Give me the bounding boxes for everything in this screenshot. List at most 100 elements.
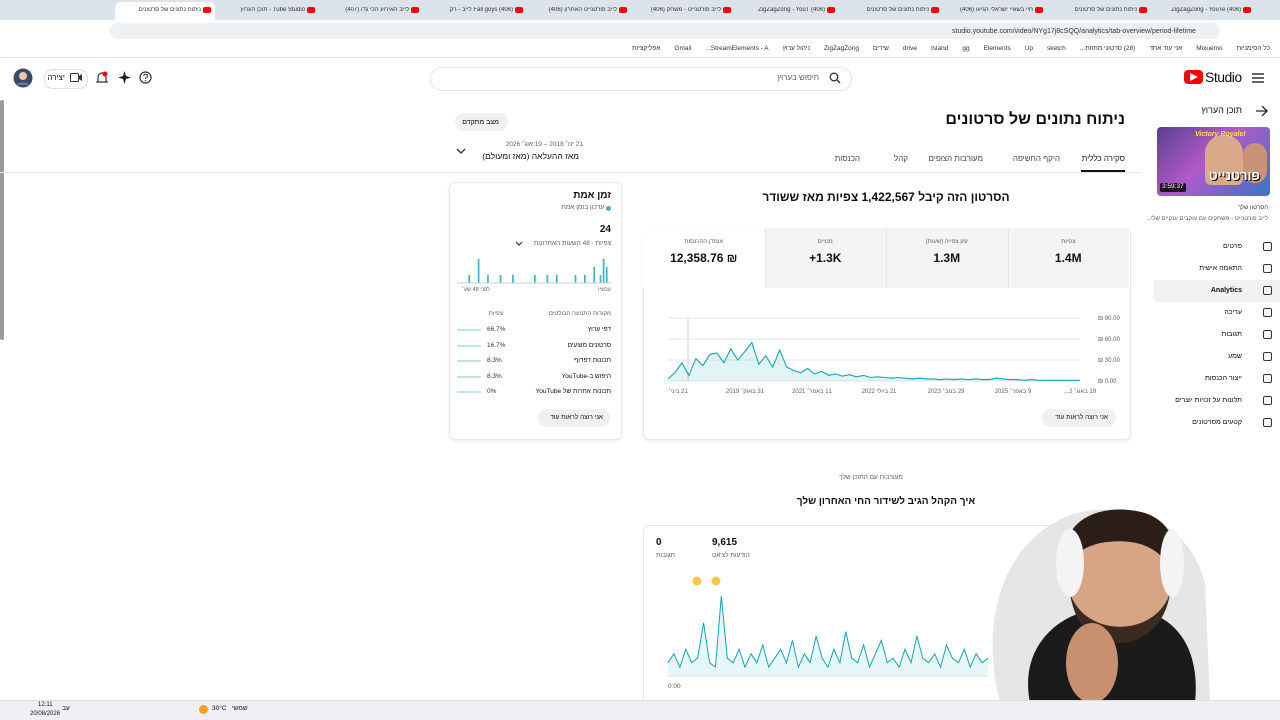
bookmark[interactable]: אפליקציות (631, 45, 661, 52)
x-tick-label: 19 באוג׳ 2... (1064, 388, 1097, 395)
tab-favicon (411, 7, 419, 13)
tab-title: חיי בשאיי ישראלי הגיעו (406) (960, 7, 1033, 13)
sidebar-item[interactable]: תגובות (1221, 331, 1242, 338)
see-more-label: אני רוצה לראות עוד (1055, 414, 1108, 421)
back-link[interactable]: תוכן הערוץ (1201, 105, 1242, 115)
sources-header: צפיות (488, 311, 503, 317)
create-button[interactable] (44, 69, 88, 89)
see-more-label: אני רוצה לראות עוד (550, 414, 603, 421)
back-arrow[interactable] (1256, 106, 1268, 116)
highlight-star[interactable] (711, 576, 721, 586)
sidebar-item[interactable]: Analytics (1210, 287, 1242, 294)
tab-favicon (1139, 7, 1147, 13)
page-tab[interactable]: הכנסות (834, 154, 860, 163)
metric-tile[interactable] (1007, 228, 1129, 288)
advanced-mode-label: מצב מתקדם (462, 119, 499, 126)
scrollbar[interactable] (0, 100, 4, 340)
advanced-mode-button[interactable] (455, 113, 508, 131)
thumbnail-face (1205, 135, 1243, 185)
page-tab[interactable]: היקף החשיפה (1012, 154, 1060, 163)
chat-axis-start: 0:00 (668, 683, 681, 690)
avatar[interactable] (13, 68, 33, 88)
weather: 30°C (212, 705, 227, 712)
period-chevron[interactable] (456, 148, 466, 155)
see-more-button[interactable] (538, 409, 610, 427)
bar (599, 275, 602, 283)
page-tab[interactable]: סקירה כללית (1081, 154, 1125, 163)
menu-icon[interactable] (1252, 72, 1264, 84)
help-icon[interactable] (139, 71, 152, 84)
bookmark[interactable]: כל הסימניות (1236, 45, 1270, 52)
sidebar-icon (1263, 352, 1272, 361)
page-tab[interactable]: קהל (893, 154, 908, 163)
bookmark[interactable]: (28) סרטוני מחזות... (1079, 45, 1136, 52)
sidebar-item[interactable]: ייצור הכנסות (1204, 375, 1242, 382)
revenue-chart: ₪ 0.00 ₪ 30.00 ₪ 60.00 ₪ 90.00 21 ביני׳ 31 בא… (667, 316, 1120, 395)
sparkle-icon[interactable] (118, 71, 131, 84)
bookmark[interactable]: שירים (873, 45, 889, 52)
bookmark[interactable]: Up (1024, 45, 1034, 52)
metric-tile[interactable] (886, 228, 1008, 288)
notifications-icon[interactable] (96, 71, 108, 84)
bookmark[interactable]: Island (931, 45, 949, 52)
video-title: לייב פורטנייט - משחקים עם עוקבים ענקיים … (1145, 216, 1268, 222)
metric-label: צפיות (1061, 239, 1076, 245)
bookmark[interactable]: אני עוד אחד (1149, 45, 1183, 52)
bookmark[interactable]: ZigZagZong (823, 45, 860, 52)
x-tick-label: 21 ביני׳ (668, 388, 688, 395)
bar (593, 267, 596, 283)
tab-favicon (931, 7, 939, 13)
realtime-title: זמן אמת (573, 190, 611, 201)
bar (534, 275, 536, 283)
source-share: 0% (487, 388, 497, 395)
metric-tile[interactable] (643, 228, 765, 288)
see-more-button[interactable] (1042, 409, 1116, 427)
stat-label: תגובות (656, 552, 675, 559)
bookmark[interactable]: gg (962, 45, 970, 52)
bookmark[interactable]: sketch (1047, 45, 1066, 52)
address-bar[interactable] (110, 23, 1220, 39)
page-tab[interactable]: מעורבות הצופים (928, 154, 983, 163)
bookmark[interactable]: Gmail (674, 45, 692, 52)
active-item-bg (1154, 280, 1280, 302)
page-tabs: סקירה כללית היקף החשיפה מעורבות הצופים קהל ה… (820, 150, 1140, 172)
url: studio.youtube.com/video/NYg17j8cSQQ/ana… (952, 28, 1196, 35)
y-tick-label: ₪ 60.00 (1098, 337, 1120, 343)
sidebar-item[interactable]: תלונות על זכויות יוצרים (1175, 397, 1242, 404)
bookmark[interactable]: ניהול ערוץ (782, 45, 810, 52)
thumbnail-title: פורטנייט (1208, 168, 1260, 183)
y-tick-label: ₪ 90.00 (1098, 316, 1120, 322)
tab-title: לייב האירוע הכי גדו (407) (345, 7, 409, 13)
sidebar-icon (1263, 330, 1272, 339)
count-chevron[interactable] (515, 241, 523, 247)
browser-tab[interactable] (115, 2, 215, 20)
metric-value: 1.3K+ (809, 251, 842, 265)
source-share: 8.3% (487, 357, 502, 364)
webcam-overlay (992, 509, 1210, 703)
taskbar (0, 700, 1280, 720)
tab-favicon (203, 7, 211, 13)
metric-tile[interactable] (764, 228, 886, 288)
source-sparkline (457, 360, 481, 362)
sidebar-item[interactable]: קטעים מסרטונים (1192, 419, 1242, 426)
sidebar-item[interactable]: עריכה (1224, 309, 1242, 316)
bar (477, 259, 480, 283)
weather-icon (199, 705, 208, 714)
sidebar-item[interactable]: פרטים (1222, 243, 1242, 250)
search-box[interactable] (430, 67, 852, 91)
metrics: צפיות 1.4M זמן צפייה (שעות) 1.3M מנויים 1.3K+… (643, 228, 1130, 288)
sidebar-item[interactable]: שמע (1228, 353, 1242, 360)
period[interactable]: מאז ההעלאה (מאז ומעולם) (482, 151, 579, 161)
bookmark[interactable]: drive (902, 45, 917, 52)
sidebar-item[interactable]: התאמה אישית (1199, 265, 1242, 272)
bookmark[interactable]: Mixuemo (1196, 45, 1223, 52)
highlight-star[interactable] (692, 576, 702, 586)
y-tick-label: ₪ 0.00 (1098, 379, 1117, 385)
bookmark[interactable]: Elements (983, 45, 1011, 52)
bar (512, 275, 514, 283)
tab-favicon (307, 7, 315, 13)
language[interactable]: עב (62, 705, 70, 712)
thumbnail[interactable]: Victory Royale! פורטנייט 3:59:37 (1157, 127, 1270, 196)
stat-label: הודעות לצ'אט (712, 552, 750, 559)
bookmark[interactable]: StreamElements - A... (705, 45, 769, 52)
